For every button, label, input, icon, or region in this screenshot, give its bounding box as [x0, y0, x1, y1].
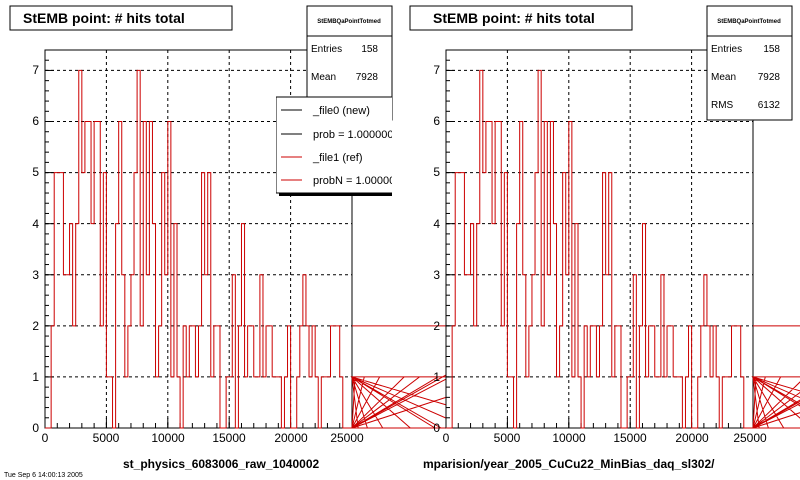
histogram-step-line: [446, 69, 800, 429]
y-tick-label: 6: [433, 114, 440, 128]
x-tick-label: 10000: [552, 431, 586, 445]
y-tick-label: 6: [32, 114, 39, 128]
stats-label: Entries: [311, 44, 342, 55]
y-tick-label: 0: [32, 421, 39, 435]
grid: [446, 50, 753, 428]
y-tick-label: 5: [32, 165, 39, 179]
legend-frame: [276, 96, 392, 194]
x-tick-label: 10000: [151, 431, 185, 445]
panel-right: StEMB point: # hits total 0 5000 10000 1…: [409, 5, 800, 471]
panel-left: StEMB point: # hits total 0 5000 10000 1…: [9, 5, 536, 471]
y-tick-label: 7: [32, 63, 39, 77]
x-tick-label: 15000: [613, 431, 647, 445]
y-tick-label: 1: [32, 370, 39, 384]
x-tick-labels: 0 5000 10000 15000 20000 25000: [443, 431, 767, 445]
run-caption: st_physics_6083006_raw_1040002: [123, 457, 319, 471]
x-tick-label: 0: [443, 431, 450, 445]
y-tick-label: 2: [433, 319, 440, 333]
chart-title: StEMB point: # hits total: [23, 10, 185, 26]
title-box: [9, 5, 233, 31]
stats-value: 7928: [356, 72, 379, 83]
stats-title: StEMBQaPointTotmed: [717, 19, 781, 25]
x-tick-label: 20000: [675, 431, 709, 445]
chart-title: StEMB point: # hits total: [433, 10, 595, 26]
x-tick-label: 25000: [330, 431, 364, 445]
stats-value: 158: [361, 44, 378, 55]
x-tick-label: 0: [42, 431, 49, 445]
legend: _file0 (new) prob = 1.000000 _file1 (ref…: [276, 96, 401, 196]
legend-label: _file1 (ref): [312, 152, 363, 164]
y-tick-label: 7: [433, 63, 440, 77]
y-tick-label: 0: [433, 421, 440, 435]
x-tick-labels: 0 5000 10000 15000 20000 25000: [42, 431, 364, 445]
stats-label: Mean: [711, 72, 736, 83]
stats-box-frame: [706, 5, 793, 121]
legend-label: _file0 (new): [312, 105, 370, 117]
stats-label: Entries: [711, 44, 742, 55]
y-tick-label: 5: [433, 165, 440, 179]
histogram-series-ref: [446, 69, 800, 429]
y-tick-label: 4: [32, 217, 39, 231]
legend-label: probN = 1.000000: [313, 175, 401, 187]
y-tick-label: 2: [32, 319, 39, 333]
stats-title: StEMBQaPointTotmed: [317, 19, 381, 25]
y-tick-label: 3: [32, 268, 39, 282]
x-tick-label: 15000: [212, 431, 246, 445]
y-tick-label: 3: [433, 268, 440, 282]
x-tick-label: 5000: [494, 431, 521, 445]
stats-label: Mean: [311, 72, 336, 83]
stats-label: RMS: [711, 100, 734, 111]
stats-value: 158: [763, 44, 780, 55]
timestamp-footer: Tue Sep 6 14:00:13 2005: [4, 472, 83, 479]
y-tick-labels: 0 1 2 3 4 5 6 7: [32, 63, 39, 435]
stats-value: 7928: [758, 72, 781, 83]
stats-value: 6132: [758, 100, 781, 111]
y-tick-labels: 0 1 2 3 4 5 6 7: [433, 63, 440, 435]
x-tick-label: 25000: [733, 431, 767, 445]
title-box: [409, 5, 633, 31]
stats-box: StEMBQaPointTotmed Entries 158 Mean 7928…: [706, 5, 793, 121]
y-tick-label: 4: [433, 217, 440, 231]
x-tick-label: 5000: [93, 431, 120, 445]
y-tick-label: 1: [433, 370, 440, 384]
x-tick-label: 20000: [274, 431, 308, 445]
run-caption: mparision/year_2005_CuCu22_MinBias_daq_s…: [423, 457, 715, 471]
legend-label: prob = 1.000000: [313, 129, 393, 141]
